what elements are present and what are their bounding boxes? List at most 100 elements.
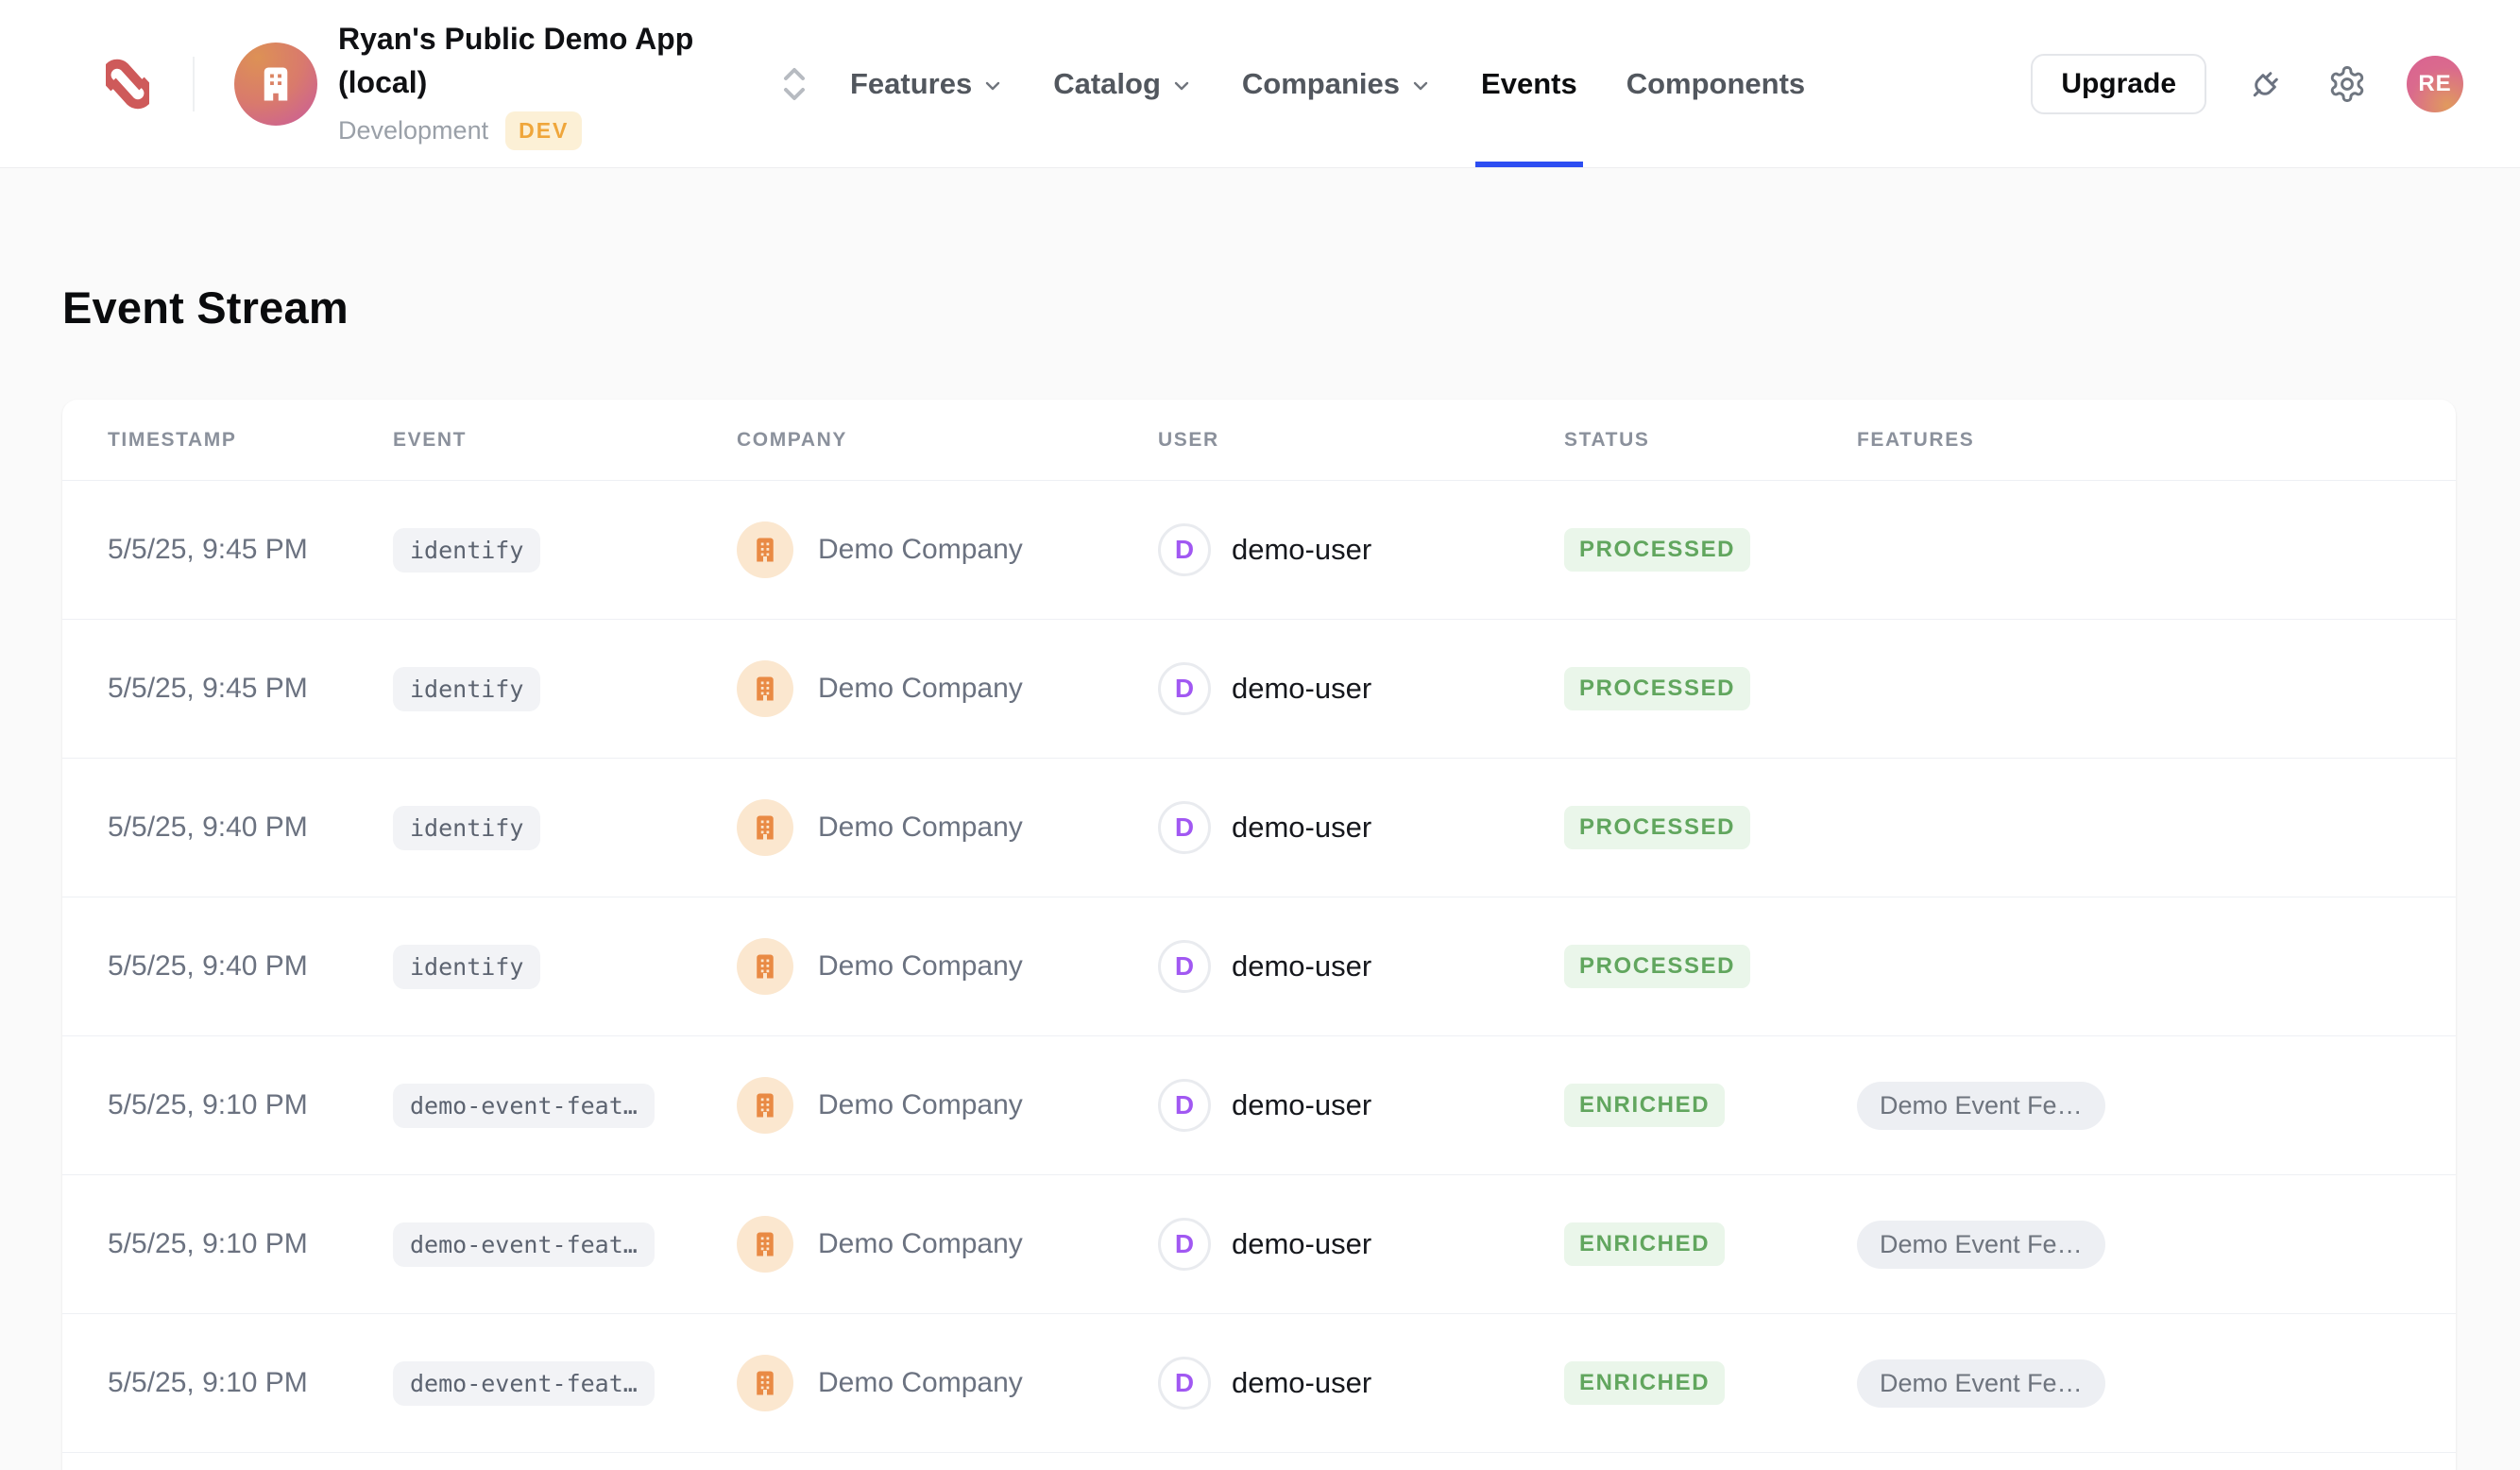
event-name-badge: demo-event-feat…: [393, 1361, 655, 1406]
page-title: Event Stream: [62, 282, 2456, 333]
nav-item-events[interactable]: Events: [1481, 0, 1577, 167]
header-divider: [193, 57, 195, 111]
nav-item-catalog[interactable]: Catalog: [1053, 0, 1193, 167]
table-header-row: TIMESTAMP EVENT COMPANY USER STATUS FEAT…: [62, 400, 2456, 481]
company-name: Demo Company: [818, 534, 1023, 566]
user-name: demo-user: [1232, 1366, 1371, 1400]
nav-item-companies[interactable]: Companies: [1242, 0, 1432, 167]
user-name: demo-user: [1232, 533, 1371, 567]
company-avatar: [737, 660, 793, 717]
company-avatar: [737, 1216, 793, 1273]
user-avatar: D: [1158, 1079, 1211, 1132]
building-icon: [751, 952, 779, 981]
column-header-company: COMPANY: [737, 429, 1158, 452]
column-header-user: USER: [1158, 429, 1564, 452]
app-title-line2: (local): [338, 60, 716, 104]
building-icon: [751, 1091, 779, 1120]
main-nav: Features Catalog Companies Events Compon…: [850, 0, 1805, 167]
user-avatar-initial: D: [1175, 951, 1194, 982]
column-header-event: EVENT: [393, 429, 737, 452]
timestamp-cell: 5/5/25, 9:40 PM: [108, 812, 393, 844]
building-icon: [751, 1369, 779, 1397]
building-icon: [256, 64, 296, 104]
event-name-badge: identify: [393, 806, 540, 850]
company-avatar: [737, 1355, 793, 1411]
table-row[interactable]: 5/5/25, 9:40 PM identify Demo Company D …: [62, 759, 2456, 897]
table-row[interactable]: 5/5/25, 9:40 PM identify Demo Company D …: [62, 897, 2456, 1036]
app-selector-chevrons-icon[interactable]: [780, 63, 809, 105]
app-title-block: Ryan's Public Demo App (local) Developme…: [338, 17, 716, 150]
company-avatar: [737, 1077, 793, 1134]
status-badge: PROCESSED: [1564, 528, 1750, 572]
timestamp-cell: 5/5/25, 9:45 PM: [108, 534, 393, 566]
user-avatar-initial: D: [1175, 1368, 1194, 1398]
building-icon: [751, 813, 779, 842]
event-name-badge: identify: [393, 667, 540, 711]
table-row[interactable]: 5/5/25, 9:10 PM demo-event-feat… Demo Co…: [62, 1175, 2456, 1314]
event-name-badge: demo-event-feat…: [393, 1084, 655, 1128]
feature-chip: Demo Event Fe…: [1857, 1359, 2105, 1408]
company-name: Demo Company: [818, 812, 1023, 844]
status-badge: PROCESSED: [1564, 667, 1750, 710]
table-row[interactable]: 5/5/25, 9:45 PM identify Demo Company D …: [62, 481, 2456, 620]
user-name: demo-user: [1232, 1227, 1371, 1261]
user-avatar-initial: D: [1175, 1090, 1194, 1120]
nav-item-label: Events: [1481, 67, 1577, 101]
event-name-badge: identify: [393, 528, 540, 573]
user-name: demo-user: [1232, 949, 1371, 983]
company-name: Demo Company: [818, 1228, 1023, 1260]
top-navigation-bar: Ryan's Public Demo App (local) Developme…: [0, 0, 2520, 168]
company-name: Demo Company: [818, 673, 1023, 705]
status-badge: ENRICHED: [1564, 1222, 1725, 1266]
user-avatar-initial: D: [1175, 535, 1194, 565]
table-row[interactable]: 5/5/25, 9:10 PM demo-event-feat… Demo Co…: [62, 1314, 2456, 1453]
user-avatar-initial: D: [1175, 812, 1194, 843]
building-icon: [751, 675, 779, 703]
user-name: demo-user: [1232, 672, 1371, 706]
table-row[interactable]: 5/5/25, 9:45 PM identify Demo Company D …: [62, 620, 2456, 759]
user-avatar: D: [1158, 1218, 1211, 1271]
nav-item-components[interactable]: Components: [1626, 0, 1805, 167]
status-badge: ENRICHED: [1564, 1084, 1725, 1127]
user-name: demo-user: [1232, 811, 1371, 845]
timestamp-cell: 5/5/25, 9:10 PM: [108, 1367, 393, 1399]
company-name: Demo Company: [818, 1089, 1023, 1121]
nav-item-label: Components: [1626, 67, 1805, 101]
user-menu-avatar[interactable]: RE: [2407, 56, 2463, 112]
nav-item-label: Catalog: [1053, 67, 1161, 101]
main-content: Event Stream TIMESTAMP EVENT COMPANY USE…: [0, 282, 2520, 1470]
status-badge: PROCESSED: [1564, 945, 1750, 988]
user-avatar: D: [1158, 801, 1211, 854]
table-row[interactable]: 5/5/25, 9:10 PM demo-event-feat… Demo Co…: [62, 1036, 2456, 1175]
plug-icon[interactable]: [2244, 62, 2288, 106]
user-avatar: D: [1158, 1357, 1211, 1410]
column-header-status: STATUS: [1564, 429, 1857, 452]
header-actions: Upgrade RE: [2031, 54, 2463, 114]
company-avatar: [737, 799, 793, 856]
app-avatar[interactable]: [234, 43, 317, 126]
nav-item-label: Companies: [1242, 67, 1400, 101]
timestamp-cell: 5/5/25, 9:10 PM: [108, 1228, 393, 1260]
company-avatar: [737, 938, 793, 995]
environment-label: Development: [338, 116, 488, 145]
status-badge: ENRICHED: [1564, 1361, 1725, 1405]
building-icon: [751, 1230, 779, 1258]
timestamp-cell: 5/5/25, 9:40 PM: [108, 950, 393, 983]
user-avatar: D: [1158, 523, 1211, 576]
chevron-down-icon: [1409, 75, 1432, 97]
table-body: 5/5/25, 9:45 PM identify Demo Company D …: [62, 481, 2456, 1453]
building-icon: [751, 536, 779, 564]
schematic-logo-icon[interactable]: [106, 55, 149, 113]
feature-chip: Demo Event Fe…: [1857, 1082, 2105, 1130]
user-avatar: D: [1158, 940, 1211, 993]
event-stream-table-card: TIMESTAMP EVENT COMPANY USER STATUS FEAT…: [62, 400, 2456, 1470]
gear-icon[interactable]: [2325, 62, 2369, 106]
upgrade-button[interactable]: Upgrade: [2031, 54, 2206, 114]
feature-chip: Demo Event Fe…: [1857, 1221, 2105, 1269]
user-avatar: D: [1158, 662, 1211, 715]
nav-item-features[interactable]: Features: [850, 0, 1004, 167]
column-header-timestamp: TIMESTAMP: [108, 429, 393, 452]
event-name-badge: identify: [393, 945, 540, 989]
status-badge: PROCESSED: [1564, 806, 1750, 849]
company-name: Demo Company: [818, 950, 1023, 983]
